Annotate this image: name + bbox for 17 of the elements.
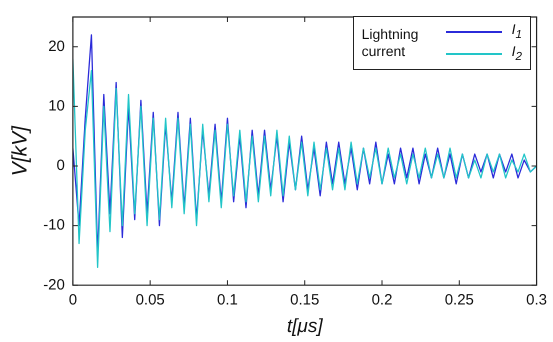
x-tick-label: 0.2: [372, 291, 392, 308]
x-tick-label: 0.1: [217, 291, 238, 308]
y-axis-title: V[kV]: [8, 124, 32, 176]
y-tick-label: 10: [48, 98, 65, 115]
x-axis-title: t[μs]: [286, 316, 324, 337]
x-tick-label: 0.3: [526, 291, 548, 308]
x-tick-label: 0: [68, 291, 78, 308]
legend-label: I$_{2}$: [512, 42, 522, 65]
y-tick-label: -20: [43, 276, 65, 294]
x-tick-label: 0.25: [444, 291, 474, 308]
legend-label: I$_{1}$: [512, 21, 522, 43]
y-tick-label: 0: [56, 157, 65, 174]
y-tick-label: -10: [43, 216, 65, 234]
y-tick-label: 20: [48, 38, 65, 55]
x-tick-label: 0.15: [290, 291, 320, 308]
x-tick-label: 0.05: [136, 291, 165, 308]
legend-title: Lightning current: [362, 26, 420, 60]
